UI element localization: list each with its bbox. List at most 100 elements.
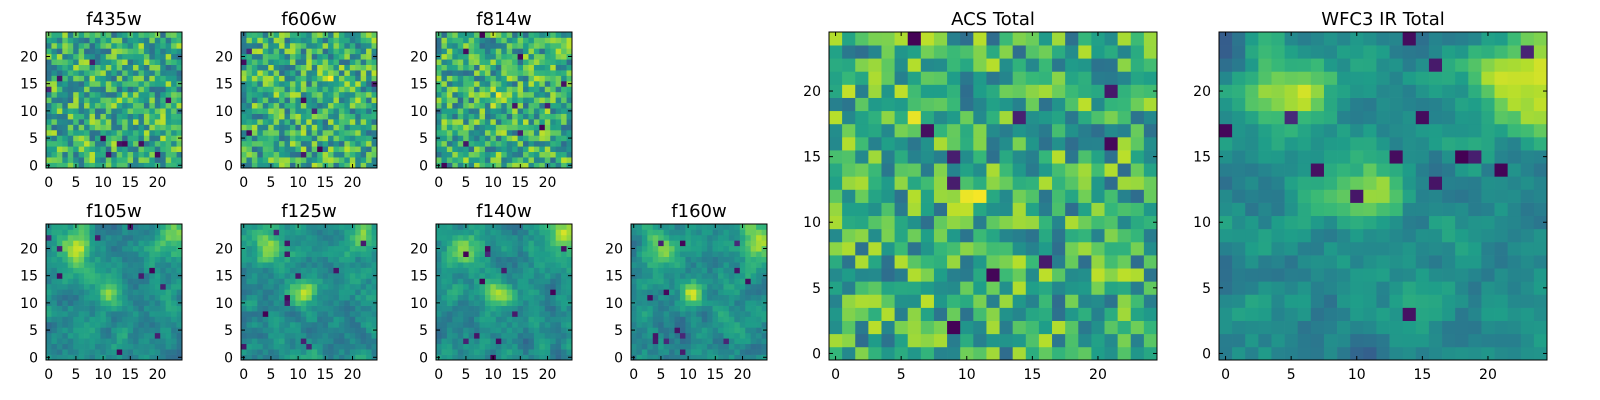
heatmap-cell — [555, 102, 562, 109]
heatmap-cell — [366, 278, 372, 285]
heatmap-cell — [506, 86, 513, 93]
heatmap-cell — [533, 146, 540, 153]
heatmap-cell — [446, 349, 453, 355]
heatmap-cell — [344, 59, 351, 65]
heatmap-cell — [868, 202, 882, 217]
heatmap-cell — [355, 278, 362, 285]
heatmap-cell — [246, 48, 253, 55]
heatmap-cell — [512, 343, 518, 350]
heatmap-cell — [160, 162, 167, 169]
heatmap-cell — [51, 151, 58, 158]
heatmap-cell — [490, 37, 497, 44]
heatmap-cell — [690, 311, 697, 317]
heatmap-cell — [745, 294, 752, 301]
heatmap-cell — [679, 229, 686, 236]
x-tick-label: 5 — [71, 367, 80, 383]
heatmap-cell — [490, 42, 497, 49]
heatmap-cell — [160, 113, 167, 120]
heatmap-cell — [73, 70, 79, 76]
heatmap-cell — [685, 240, 692, 247]
heatmap-cell — [100, 37, 107, 44]
heatmap-cell — [734, 343, 741, 350]
heatmap-cell — [268, 146, 274, 153]
heatmap-cell — [138, 102, 145, 109]
heatmap-cell — [289, 289, 296, 296]
heatmap-cell — [122, 305, 128, 312]
heatmap-cell — [262, 267, 269, 274]
heatmap-cell — [1104, 163, 1118, 177]
heatmap-cell — [122, 64, 128, 71]
heatmap-cell — [484, 283, 491, 290]
heatmap-cell — [46, 294, 52, 301]
heatmap-cell — [149, 135, 156, 142]
heatmap-cell — [647, 343, 654, 350]
heatmap-cell — [289, 97, 296, 104]
y-tick-label: 10 — [215, 296, 233, 312]
heatmap-cell — [506, 135, 513, 142]
heatmap-cell — [920, 202, 935, 217]
heatmap-cell — [171, 240, 177, 247]
heatmap-cell — [273, 151, 280, 158]
heatmap-cell — [707, 294, 713, 301]
heatmap-cell — [279, 135, 285, 142]
heatmap-cell — [696, 311, 703, 317]
heatmap-cell — [468, 151, 475, 158]
heatmap-cell — [349, 113, 356, 120]
heatmap-cell — [89, 32, 96, 38]
heatmap-cell — [73, 256, 79, 263]
heatmap-cell — [501, 289, 508, 296]
heatmap-cell — [881, 215, 895, 230]
heatmap-cell — [544, 86, 551, 93]
heatmap-cell — [284, 245, 291, 252]
heatmap-cell — [712, 229, 719, 236]
heatmap-cell — [533, 91, 540, 98]
heatmap-cell — [111, 162, 118, 169]
heatmap-cell — [349, 262, 356, 268]
heatmap-cell — [344, 32, 351, 38]
heatmap-cell — [1038, 215, 1053, 230]
heatmap-cell — [246, 272, 253, 279]
heatmap-cell — [262, 70, 269, 76]
heatmap-cell — [127, 59, 134, 65]
heatmap-cell — [62, 327, 69, 334]
heatmap-cell — [165, 267, 172, 274]
heatmap-cell — [712, 321, 719, 328]
heatmap-cell — [246, 75, 253, 82]
heatmap-cell — [479, 283, 486, 290]
heatmap-cell — [241, 102, 247, 109]
heatmap-cell — [246, 245, 253, 252]
heatmap-cell — [528, 70, 535, 76]
heatmap-cell — [544, 80, 551, 87]
heatmap-cell — [528, 86, 535, 93]
heatmap-cell — [78, 354, 85, 361]
heatmap-cell — [51, 64, 58, 71]
heatmap-cell — [479, 305, 486, 312]
heatmap-cell — [495, 64, 502, 71]
heatmap-cell — [446, 224, 453, 230]
heatmap-cell — [468, 316, 475, 323]
heatmap-cell — [133, 245, 139, 252]
heatmap-cell — [176, 234, 183, 241]
heatmap-cell — [138, 272, 145, 279]
heatmap-cell — [1012, 320, 1027, 335]
heatmap-cell — [544, 113, 551, 120]
heatmap-cell — [750, 338, 757, 345]
heatmap-cell — [674, 240, 681, 247]
heatmap-cell — [658, 256, 664, 263]
heatmap-cell — [855, 189, 869, 203]
heatmap-cell — [338, 343, 345, 350]
heatmap-cell — [251, 321, 258, 328]
heatmap-cell — [89, 349, 96, 355]
heatmap-cell — [284, 289, 291, 296]
heatmap-cell — [734, 234, 741, 241]
heatmap-cell — [446, 91, 453, 98]
heatmap-cell — [761, 305, 768, 312]
heatmap-cell — [739, 300, 746, 306]
heatmap-cell — [328, 119, 334, 125]
heatmap-cell — [490, 48, 497, 55]
heatmap-cell — [474, 240, 480, 247]
heatmap-cell — [528, 162, 535, 169]
heatmap-cell — [986, 150, 1000, 164]
heatmap-cell — [246, 151, 253, 158]
heatmap-cell — [561, 32, 567, 38]
